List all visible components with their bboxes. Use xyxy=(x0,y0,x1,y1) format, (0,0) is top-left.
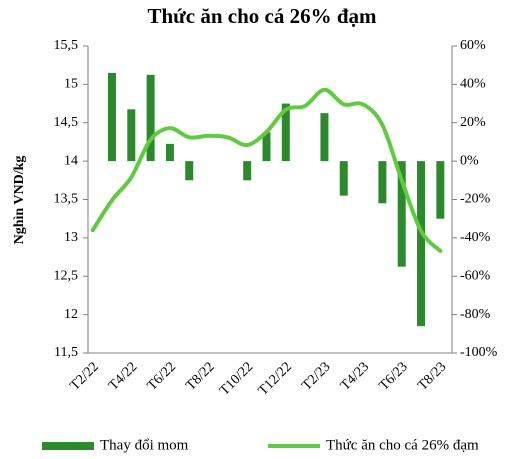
x-tick-label: T10/22 xyxy=(217,359,256,398)
y2-tick-label: 40% xyxy=(460,77,486,92)
bar xyxy=(146,74,155,162)
x-tick-label: T4/23 xyxy=(338,359,372,393)
y2-tick-label: -60% xyxy=(460,268,491,283)
legend-label: Thay đổi mom xyxy=(100,437,189,453)
y-tick-label: 14,5 xyxy=(54,115,79,130)
line xyxy=(90,87,443,253)
y-tick-label: 11,5 xyxy=(54,345,78,360)
bar xyxy=(107,72,116,162)
x-tick-label: T6/23 xyxy=(377,359,411,393)
bar xyxy=(339,161,348,196)
y-tick-label: 15 xyxy=(64,77,78,92)
bar xyxy=(378,161,387,204)
legend-label: Thức ăn cho cá 26% đạm xyxy=(326,437,479,453)
bar xyxy=(243,161,252,181)
y2-tick-label: -20% xyxy=(460,192,491,207)
y-axis-title: Nghìn VND/kg xyxy=(12,156,27,245)
y-tick-label: 13,5 xyxy=(54,192,79,207)
x-tick-label: T8/23 xyxy=(415,359,449,393)
bar xyxy=(397,161,406,267)
y2-tick-label: 60% xyxy=(460,38,486,53)
y2-tick-label: 20% xyxy=(460,115,486,130)
bar xyxy=(185,161,194,181)
x-tick-label: T6/22 xyxy=(145,359,179,393)
bar xyxy=(262,132,271,162)
bar xyxy=(127,109,136,162)
bar xyxy=(417,161,426,327)
x-tick-label: T8/22 xyxy=(183,359,217,393)
y-tick-label: 12 xyxy=(64,307,78,322)
y2-tick-label: -100% xyxy=(460,345,498,360)
bar xyxy=(281,103,290,162)
y2-tick-label: -40% xyxy=(460,230,491,245)
bar xyxy=(165,143,174,162)
x-tick-label: T4/22 xyxy=(106,359,140,393)
y-tick-label: 12,5 xyxy=(54,268,79,283)
y-tick-label: 15,5 xyxy=(54,38,79,53)
x-tick-label: T12/22 xyxy=(256,359,295,398)
y-tick-label: 13 xyxy=(64,230,78,245)
y-tick-label: 14 xyxy=(64,153,78,168)
x-tick-label: T2/23 xyxy=(299,359,333,393)
bar xyxy=(436,161,445,219)
y2-tick-label: 0% xyxy=(460,153,479,168)
bar xyxy=(320,113,329,162)
y2-tick-label: -80% xyxy=(460,307,491,322)
x-tick-label: T2/22 xyxy=(68,359,102,393)
chart-title: Thức ăn cho cá 26% đạm xyxy=(147,4,377,28)
legend-swatch xyxy=(42,442,94,450)
